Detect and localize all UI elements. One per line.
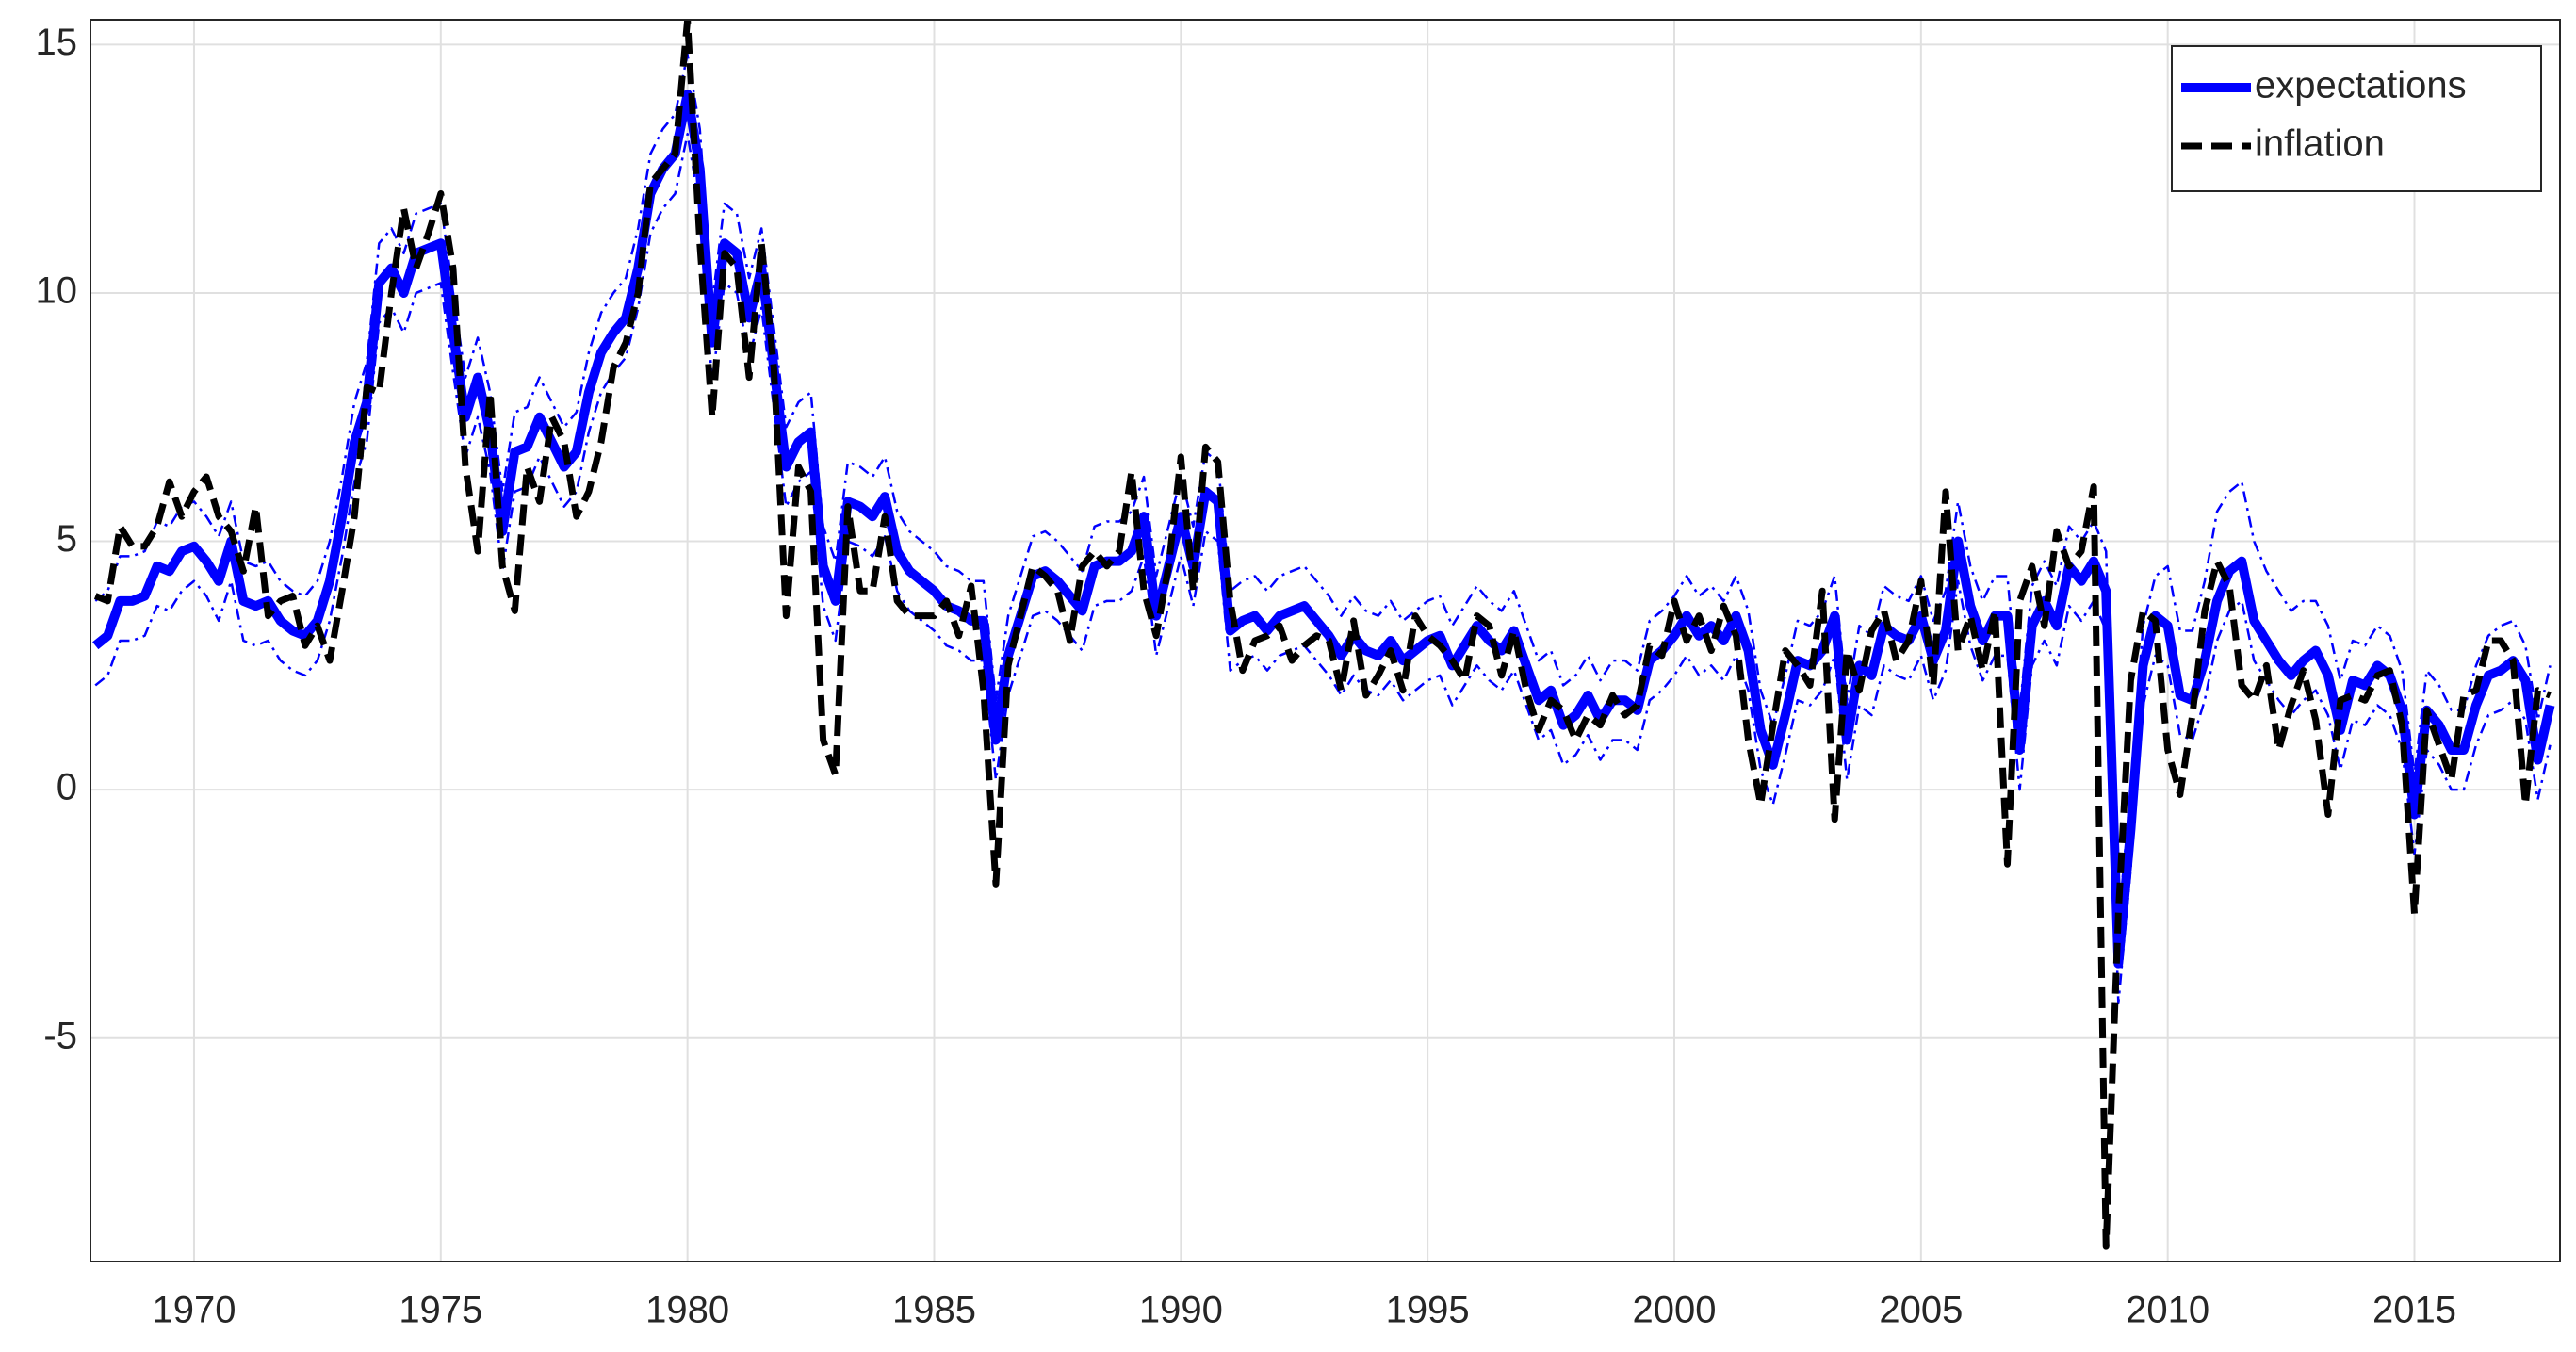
x-tick-label: 1990 xyxy=(1139,1290,1223,1331)
x-tick-label: 1980 xyxy=(645,1290,729,1331)
legend-label: inflation xyxy=(2255,123,2385,165)
y-tick-label: 10 xyxy=(36,270,78,312)
y-tick-label: 15 xyxy=(36,22,78,63)
x-tick-label: 1985 xyxy=(892,1290,976,1331)
plot-frame xyxy=(90,19,2561,1262)
series-line xyxy=(92,90,2555,969)
y-tick-label: 5 xyxy=(57,518,77,560)
x-tick-label: 2000 xyxy=(1633,1290,1717,1331)
series-line xyxy=(94,53,2552,925)
x-tick-label: 2010 xyxy=(2126,1290,2209,1331)
legend-label: expectations xyxy=(2255,65,2467,106)
x-tick-label: 1975 xyxy=(399,1290,482,1331)
x-tick-label: 1995 xyxy=(1386,1290,1470,1331)
series-line xyxy=(93,20,2552,1250)
x-tick-label: 2005 xyxy=(1879,1290,1963,1331)
y-tick-label: 0 xyxy=(57,767,77,808)
x-tick-label: 2015 xyxy=(2372,1290,2456,1331)
x-tick-label: 1970 xyxy=(152,1290,236,1331)
legend-box xyxy=(2171,45,2542,192)
y-tick-label: -5 xyxy=(43,1015,77,1056)
